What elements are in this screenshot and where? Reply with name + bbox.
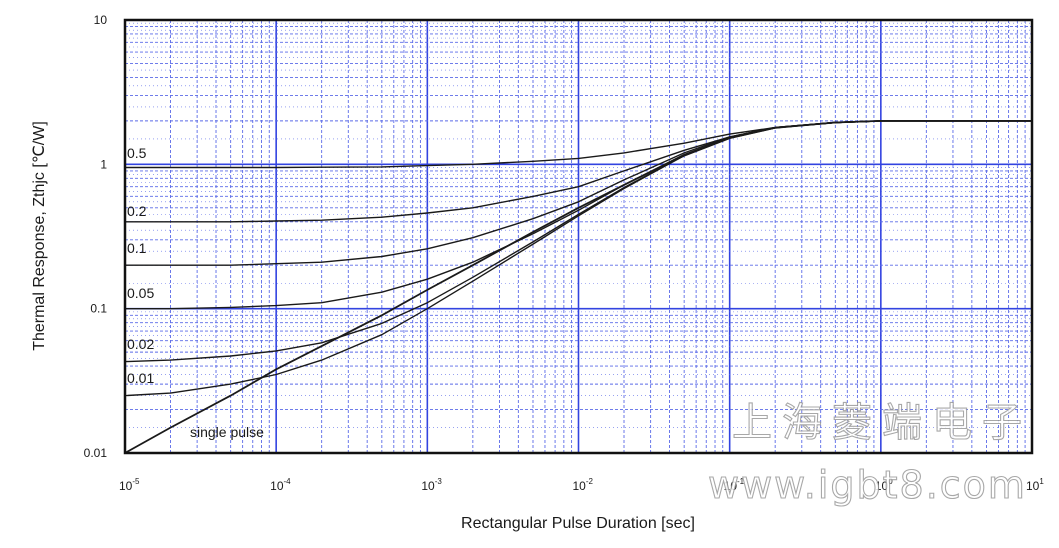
series-label: 0.5 [127,145,147,161]
x-axis-title: Rectangular Pulse Duration [sec] [461,515,695,532]
y-tick-label: 10 [94,13,108,27]
x-tick-label: 10-3 [421,477,442,493]
y-tick-label: 0.01 [84,446,108,460]
x-tick-label: 101 [1026,477,1044,493]
series-curves [124,120,1032,454]
y-axis-title: Thermal Response, Zthjc [℃/W] [31,121,48,351]
y-tick-labels: 0.01 0.1 1 10 [84,13,108,460]
watermark-url: www.igbt8.com [708,463,1027,507]
series-label: 0.1 [127,240,147,256]
series-label: 0.02 [127,336,154,352]
x-tick-label: 10-5 [119,477,140,493]
series-label: 0.2 [127,203,147,219]
x-tick-label: 10-4 [270,477,291,493]
series-line-single-pulse [124,120,1032,454]
x-tick-label: 10-2 [573,477,594,493]
series-label: 0.01 [127,370,154,386]
plot-frame [123,18,1034,455]
series-labels: 0.5 0.2 0.1 0.05 0.02 0.01 single pulse [127,145,264,440]
grid-lines [124,20,1032,454]
y-tick-label: 1 [100,157,107,171]
x-tick-labels: 10-5 10-4 10-3 10-2 10-1 100 101 [119,477,1044,493]
watermark-chinese: 上海菱端电子 [732,400,1032,446]
x-tick-label: 100 [875,477,893,493]
y-tick-label: 0.1 [90,302,107,316]
series-label: 0.05 [127,285,154,301]
x-tick-label: 10-1 [724,477,745,493]
series-label: single pulse [190,424,264,440]
